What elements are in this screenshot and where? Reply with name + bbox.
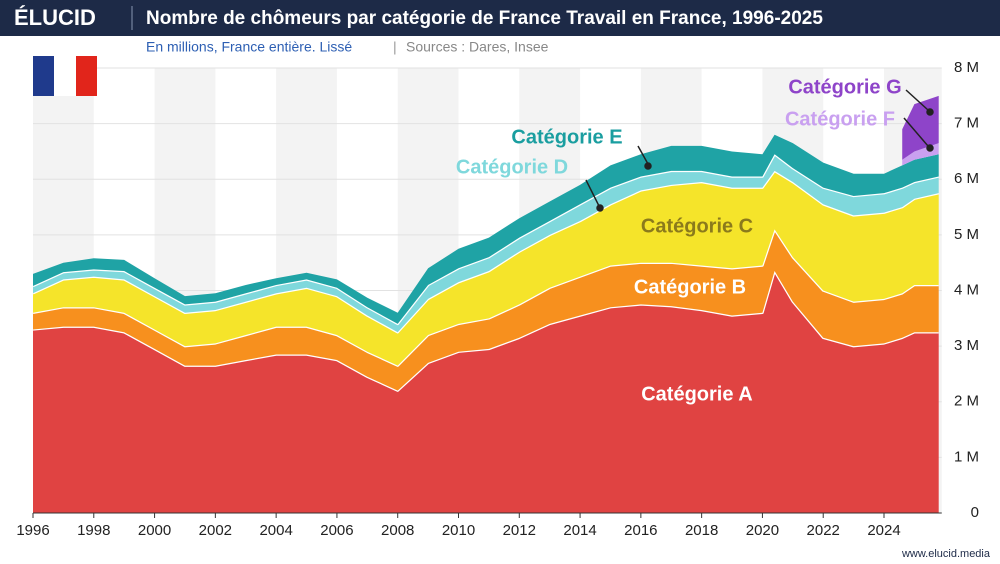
series-label: Catégorie A [641,383,753,405]
pointer-dot [644,162,652,170]
series-label: Catégorie F [785,108,895,130]
footer-url: www.elucid.media [901,548,991,560]
logo: ÉLUCID [14,5,96,30]
x-tick-label: 2006 [320,522,353,539]
y-tick-label: 5 M [954,226,979,243]
series-label: Catégorie D [456,156,568,178]
x-tick-label: 2022 [807,522,840,539]
header-bar [0,0,1000,36]
x-tick-label: 2012 [503,522,536,539]
x-tick-label: 1998 [77,522,110,539]
sources: Sources : Dares, Insee [406,39,549,55]
y-tick-label: 7 M [954,115,979,132]
x-tick-label: 2000 [138,522,171,539]
y-tick-label: 2 M [954,393,979,410]
y-tick-label: 0 [971,504,979,521]
subtitle-separator: | [393,39,397,55]
pointer-g [905,89,929,111]
y-tick-label: 3 M [954,337,979,354]
x-tick-label: 2010 [442,522,475,539]
y-tick-label: 1 M [954,448,979,465]
series-label: Catégorie B [634,276,746,298]
chart-title: Nombre de chômeurs par catégorie de Fran… [146,8,823,29]
pointer-dot [926,144,934,152]
pointer-e [637,145,649,165]
area [33,229,939,391]
x-tick-label: 2014 [563,522,596,539]
series-label: Catégorie E [511,126,622,148]
series-label: Catégorie G [788,76,901,98]
y-tick-label: 6 M [954,170,979,187]
pointer-f [903,117,929,147]
x-tick-label: 2024 [867,522,900,539]
pointer-d [585,179,600,207]
area [33,170,939,366]
flag-white [54,56,76,96]
x-tick-label: 2018 [685,522,718,539]
y-tick-label: 8 M [954,59,979,76]
subtitle: En millions, France entière. Lissé [146,39,352,55]
y-tick-label: 4 M [954,281,979,298]
series-label: Catégorie C [641,215,753,237]
x-tick-label: 2020 [746,522,779,539]
x-tick-label: 2008 [381,522,414,539]
pointer-dot [926,108,934,116]
pointer-dot [596,204,604,212]
x-tick-label: 2004 [259,522,292,539]
x-tick-label: 2002 [199,522,232,539]
flag [33,56,97,96]
area [33,271,939,513]
flag-blue [33,56,54,96]
flag-red [76,56,97,96]
plot-area [32,67,942,518]
pointers [585,89,934,212]
x-tick-label: 1996 [16,522,49,539]
x-tick-label: 2016 [624,522,657,539]
